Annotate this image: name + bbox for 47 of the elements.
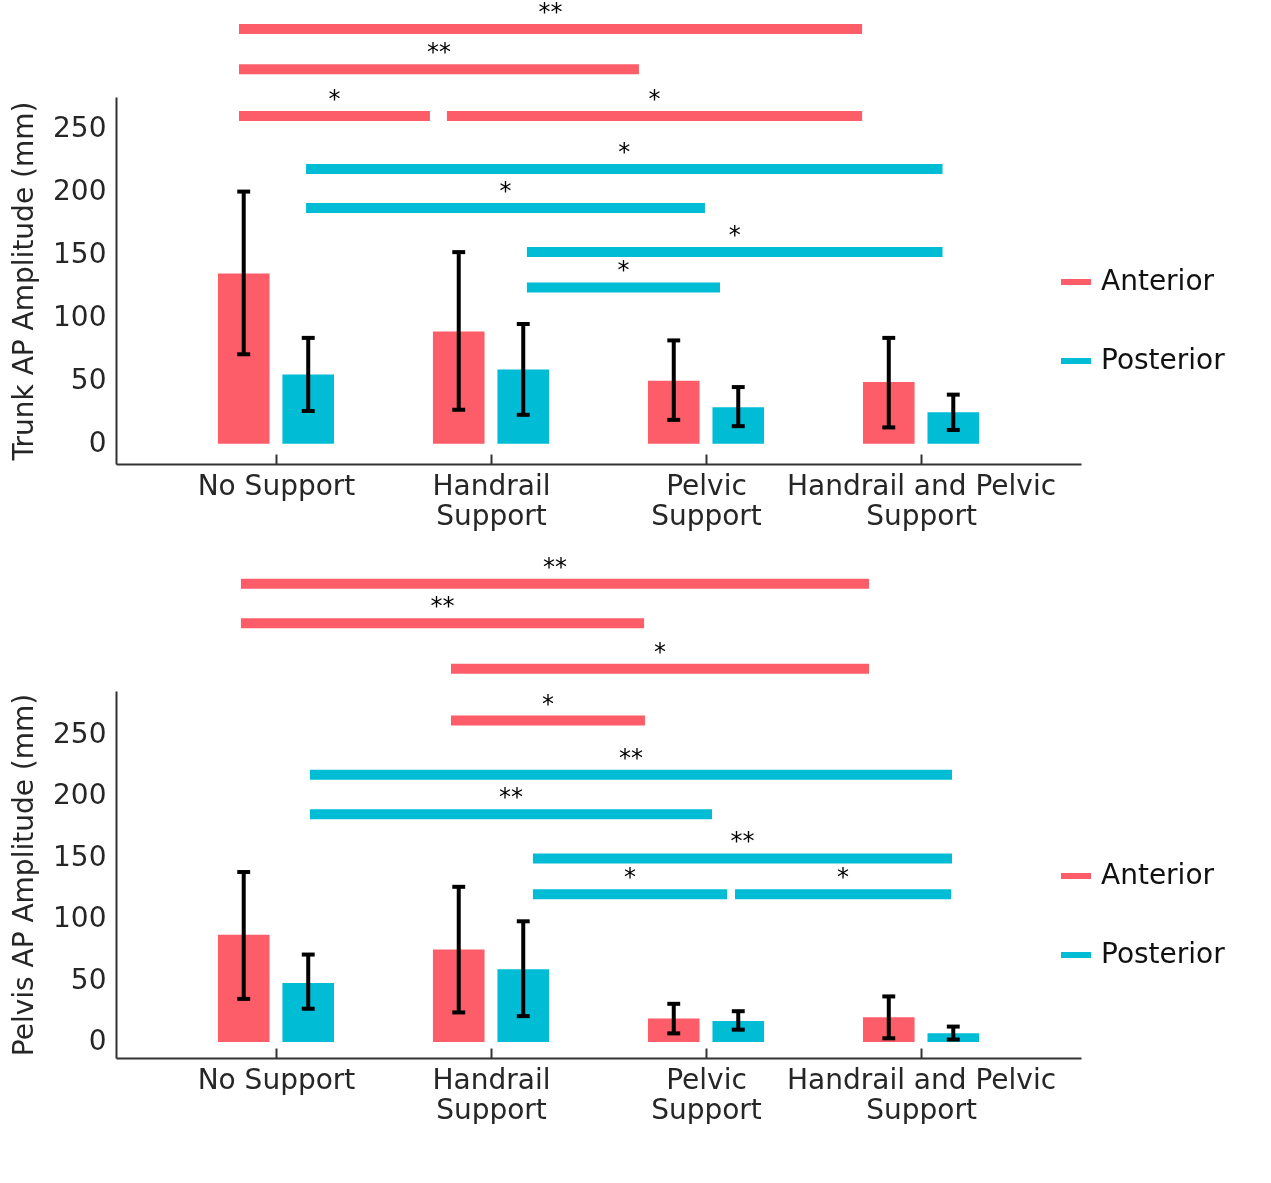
annotation: ** — [730, 827, 755, 856]
annotation: * — [328, 84, 341, 113]
y-tick-label: 0 — [88, 426, 107, 460]
bar — [217, 273, 270, 444]
x-tick-label: Pelvic Support — [651, 468, 762, 532]
legend-label: Anterior — [1101, 264, 1215, 297]
annotation: * — [499, 176, 512, 205]
y-tick-label: 0 — [88, 1024, 107, 1058]
y-tick-label: 200 — [53, 778, 107, 812]
y-tick-label: 150 — [53, 237, 107, 271]
x-tick-label: Handrail Support — [432, 468, 551, 532]
x-tick-label: Handrail and Pelvic Support — [786, 468, 1057, 532]
x-tick-label: Pelvic Support — [651, 1062, 762, 1126]
text: ** — [426, 38, 451, 67]
x-tick-label: Handrail and Pelvic Support — [786, 1062, 1057, 1126]
y-tick-label: 250 — [53, 111, 107, 145]
annotation: * — [837, 863, 850, 892]
legend-label: Posterior — [1101, 343, 1226, 376]
y-tick-label: 200 — [53, 174, 107, 208]
bar — [282, 982, 335, 1042]
y-tick-label: 50 — [70, 962, 107, 996]
y-tick-label: 100 — [53, 901, 107, 935]
annotation: * — [728, 221, 741, 250]
y-tick-label: 50 — [70, 363, 107, 397]
y-axis-title: Pelvis AP Amplitude (mm) — [7, 693, 41, 1057]
annotation: * — [624, 863, 636, 892]
annotation: ** — [618, 743, 643, 772]
annotation: * — [648, 84, 661, 113]
y-tick-label: 250 — [53, 716, 107, 750]
text: ** — [542, 552, 567, 581]
bar — [712, 1021, 765, 1042]
y-tick-label: 150 — [53, 839, 107, 873]
annotation: * — [618, 137, 631, 166]
annotation: * — [617, 256, 630, 285]
annotation: ** — [498, 783, 523, 812]
y-axis-title: Trunk AP Amplitude (mm) — [7, 101, 41, 462]
text: ** — [430, 592, 455, 621]
text: * — [654, 637, 666, 666]
annotation: * — [541, 689, 554, 718]
bar — [712, 407, 765, 444]
text: ** — [538, 0, 563, 26]
x-tick-label: No Support — [197, 468, 356, 502]
legend-label: Anterior — [1101, 858, 1215, 891]
x-tick-label: No Support — [197, 1062, 356, 1096]
x-tick-label: Handrail Support — [432, 1062, 551, 1126]
legend-label: Posterior — [1101, 937, 1226, 970]
y-tick-label: 100 — [53, 300, 107, 334]
